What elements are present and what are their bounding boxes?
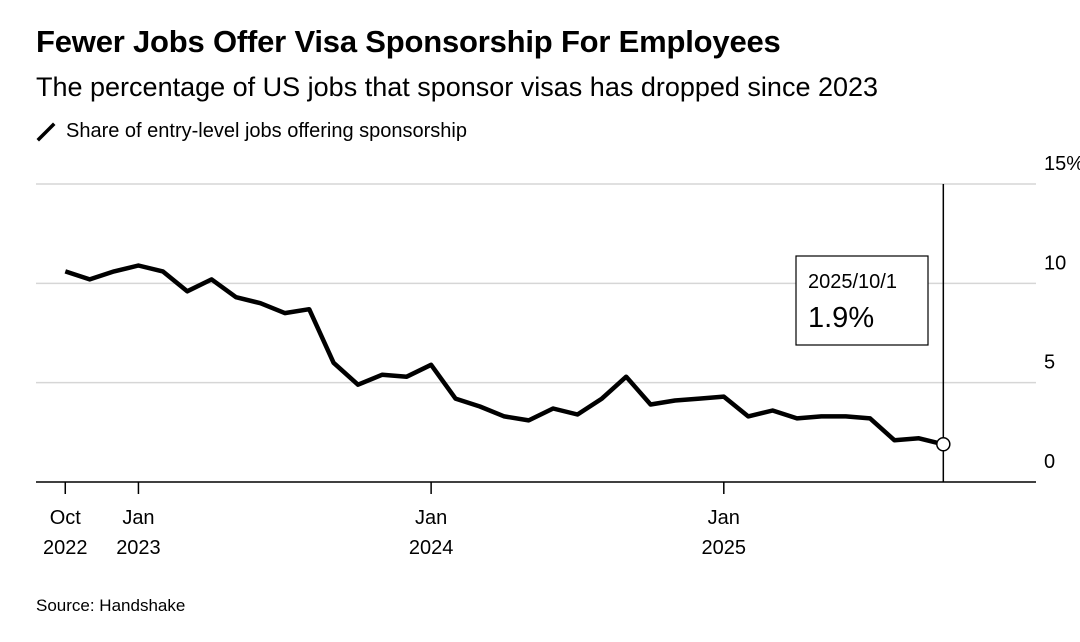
data-point [454, 397, 458, 401]
data-point [332, 361, 336, 365]
data-point [429, 363, 433, 367]
data-point [112, 269, 116, 273]
data-point [307, 307, 311, 311]
data-point [63, 269, 67, 273]
legend-label: Share of entry-level jobs offering spons… [66, 120, 467, 142]
data-point [380, 373, 384, 377]
chart-title: Fewer Jobs Offer Visa Sponsorship For Em… [36, 24, 781, 59]
annotation-box-border [795, 255, 929, 346]
annotation-date: 2025/10/1 [808, 271, 897, 293]
data-point [258, 301, 262, 305]
data-point [771, 408, 775, 412]
data-point [551, 406, 555, 410]
y-tick-label: 5 [1044, 352, 1055, 374]
data-point [210, 277, 214, 281]
data-point [575, 412, 579, 416]
data-point [795, 416, 799, 420]
data-point [917, 436, 921, 440]
legend-line-icon [36, 122, 56, 141]
data-point [405, 375, 409, 379]
data-point [649, 403, 653, 407]
data-point [697, 397, 701, 401]
annotation-box: 2025/10/1 1.9% [795, 255, 929, 346]
data-point [844, 414, 848, 418]
data-point [893, 438, 897, 442]
data-point [624, 375, 628, 379]
data-point [88, 277, 92, 281]
data-point [502, 414, 506, 418]
x-tick-label-month: Jan [122, 507, 154, 529]
y-tick-label: 15% [1044, 153, 1080, 175]
last-point-marker [936, 437, 951, 452]
data-point [868, 416, 872, 420]
x-tick-label-month: Jan [415, 507, 447, 529]
source-note: Source: Handshake [36, 596, 186, 615]
data-point [283, 311, 287, 315]
data-point [161, 269, 165, 273]
x-tick-label-year: 2024 [409, 537, 454, 559]
y-tick-label: 10 [1044, 252, 1066, 274]
data-point [234, 295, 238, 299]
legend: Share of entry-level jobs offering spons… [36, 120, 467, 143]
x-tick-label-year: 2025 [702, 537, 747, 559]
annotation-value: 1.9% [808, 302, 874, 334]
data-point [722, 395, 726, 399]
x-tick-label-month: Oct [50, 507, 82, 529]
data-point [356, 383, 360, 387]
x-tick-label-year: 2023 [116, 537, 161, 559]
data-point [527, 418, 531, 422]
data-point [136, 263, 140, 267]
data-point [673, 399, 677, 403]
x-tick-label-month: Jan [708, 507, 740, 529]
data-point [478, 405, 482, 409]
data-point [185, 289, 189, 293]
data-point [600, 397, 604, 401]
x-tick-label-year: 2022 [43, 537, 88, 559]
data-point [746, 414, 750, 418]
y-tick-label: 0 [1044, 451, 1055, 473]
chart-subtitle: The percentage of US jobs that sponsor v… [36, 72, 879, 102]
data-point [819, 414, 823, 418]
series-line [64, 263, 944, 447]
